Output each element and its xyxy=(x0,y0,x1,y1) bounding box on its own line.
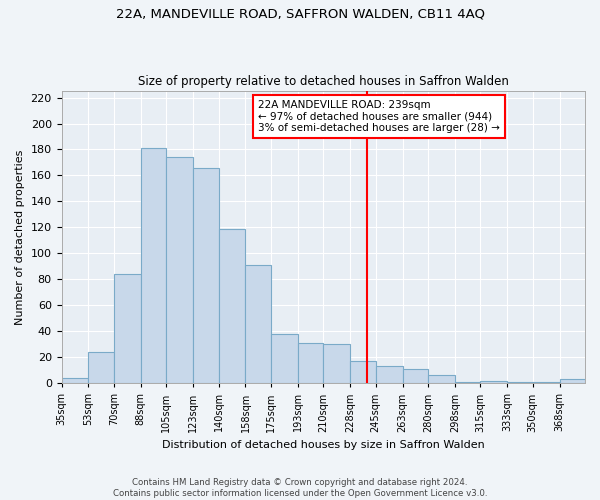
Bar xyxy=(62,378,88,384)
Bar xyxy=(481,380,507,384)
Bar xyxy=(271,334,298,384)
Bar xyxy=(141,148,166,384)
X-axis label: Distribution of detached houses by size in Saffron Walden: Distribution of detached houses by size … xyxy=(162,440,485,450)
Bar xyxy=(114,274,141,384)
Bar xyxy=(428,376,455,384)
Bar xyxy=(323,344,350,384)
Text: 22A, MANDEVILLE ROAD, SAFFRON WALDEN, CB11 4AQ: 22A, MANDEVILLE ROAD, SAFFRON WALDEN, CB… xyxy=(115,8,485,20)
Bar xyxy=(166,158,193,384)
Bar xyxy=(298,343,323,384)
Bar xyxy=(455,382,481,384)
Bar xyxy=(507,382,533,384)
Y-axis label: Number of detached properties: Number of detached properties xyxy=(15,150,25,325)
Bar xyxy=(88,352,114,384)
Bar xyxy=(376,366,403,384)
Bar xyxy=(245,265,271,384)
Bar xyxy=(560,380,585,384)
Bar xyxy=(193,168,218,384)
Bar xyxy=(218,228,245,384)
Text: Contains HM Land Registry data © Crown copyright and database right 2024.
Contai: Contains HM Land Registry data © Crown c… xyxy=(113,478,487,498)
Text: 22A MANDEVILLE ROAD: 239sqm
← 97% of detached houses are smaller (944)
3% of sem: 22A MANDEVILLE ROAD: 239sqm ← 97% of det… xyxy=(258,100,500,133)
Bar xyxy=(533,382,560,384)
Bar xyxy=(403,369,428,384)
Bar xyxy=(350,361,376,384)
Title: Size of property relative to detached houses in Saffron Walden: Size of property relative to detached ho… xyxy=(138,76,509,88)
